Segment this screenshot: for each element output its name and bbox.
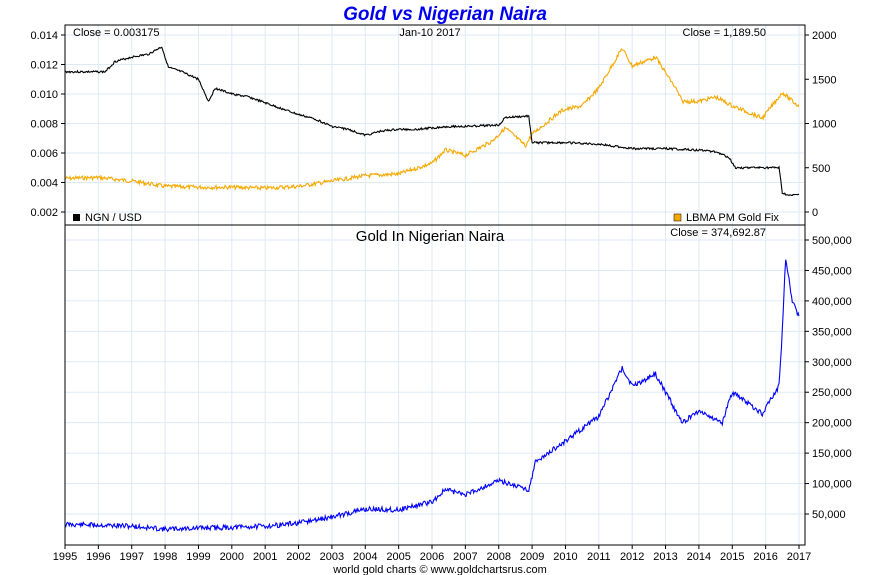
top-panel-frame	[64, 24, 806, 226]
x-tick-label: 2004	[353, 551, 377, 563]
bottom-y-tick-label: 150,000	[812, 448, 852, 460]
axis-ticks: 1995 1996 1997 1998 1999 2000 2001 2002 2003 2004…	[30, 30, 851, 563]
grid	[64, 25, 805, 545]
bottom-panel-frame	[64, 224, 806, 546]
x-tick-label: 2014	[687, 551, 711, 563]
right-y-tick-label: 2000	[812, 30, 836, 42]
right-close-label: Close = 1,189.50	[683, 27, 766, 39]
x-tick-label: 2007	[453, 551, 477, 563]
bottom-y-tick-label: 400,000	[812, 296, 852, 308]
ngn-usd-line	[64, 46, 800, 197]
chart-title: Gold vs Nigerian Naira	[343, 4, 547, 25]
right-y-tick-label: 500	[812, 163, 830, 175]
x-tick-label: 1995	[53, 551, 77, 563]
legend-gold-label: LBMA PM Gold Fix	[686, 212, 779, 224]
left-y-tick-label: 0.004	[30, 178, 58, 190]
x-tick-label: 2013	[653, 551, 677, 563]
series-lines	[64, 46, 800, 533]
x-tick-label: 2000	[220, 551, 244, 563]
x-tick-label: 2003	[320, 551, 344, 563]
bottom-y-tick-label: 250,000	[812, 387, 852, 399]
bottom-y-tick-label: 200,000	[812, 418, 852, 430]
x-tick-label: 2016	[753, 551, 777, 563]
x-tick-label: 1998	[153, 551, 177, 563]
left-y-tick-label: 0.010	[30, 89, 58, 101]
date-label: Jan-10 2017	[399, 27, 460, 39]
x-tick-label: 2012	[620, 551, 644, 563]
footer-credit: world gold charts © www.goldchartsrus.co…	[332, 564, 547, 575]
left-y-tick-label: 0.008	[30, 119, 58, 131]
x-tick-label: 2006	[420, 551, 444, 563]
x-tick-label: 2009	[520, 551, 544, 563]
bottom-y-tick-label: 100,000	[812, 479, 852, 491]
x-tick-label: 2001	[253, 551, 277, 563]
x-tick-label: 1997	[119, 551, 143, 563]
x-tick-label: 2005	[386, 551, 410, 563]
right-y-tick-label: 1000	[812, 119, 836, 131]
bottom-panel-title: Gold In Nigerian Naira	[356, 228, 505, 245]
x-tick-label: 2008	[486, 551, 510, 563]
right-y-tick-label: 1500	[812, 74, 836, 86]
x-tick-label: 1999	[186, 551, 210, 563]
x-tick-label: 2010	[553, 551, 577, 563]
x-tick-label: 2011	[587, 551, 611, 563]
left-y-tick-label: 0.006	[30, 148, 58, 160]
right-y-tick-label: 0	[812, 207, 818, 219]
x-tick-label: 2017	[787, 551, 811, 563]
bottom-y-tick-label: 450,000	[812, 265, 852, 277]
bottom-close-label: Close = 374,692.87	[670, 227, 766, 239]
bottom-y-tick-label: 500,000	[812, 235, 852, 247]
bottom-y-tick-label: 50,000	[812, 509, 846, 521]
left-y-tick-label: 0.002	[30, 207, 58, 219]
x-tick-label: 2002	[286, 551, 310, 563]
left-y-tick-label: 0.014	[30, 30, 58, 42]
left-close-label: Close = 0.003175	[73, 27, 160, 39]
gold-usd-line	[64, 48, 800, 191]
gold-in-naira-line	[64, 259, 800, 533]
x-tick-label: 1996	[86, 551, 110, 563]
bottom-y-tick-label: 300,000	[812, 357, 852, 369]
bottom-y-tick-label: 350,000	[812, 326, 852, 338]
legend-ngn-swatch	[73, 214, 80, 221]
legend-gold-swatch	[673, 213, 682, 222]
legend-ngn-label: NGN / USD	[85, 212, 142, 224]
left-y-tick-label: 0.012	[30, 60, 58, 72]
x-tick-label: 2015	[720, 551, 744, 563]
